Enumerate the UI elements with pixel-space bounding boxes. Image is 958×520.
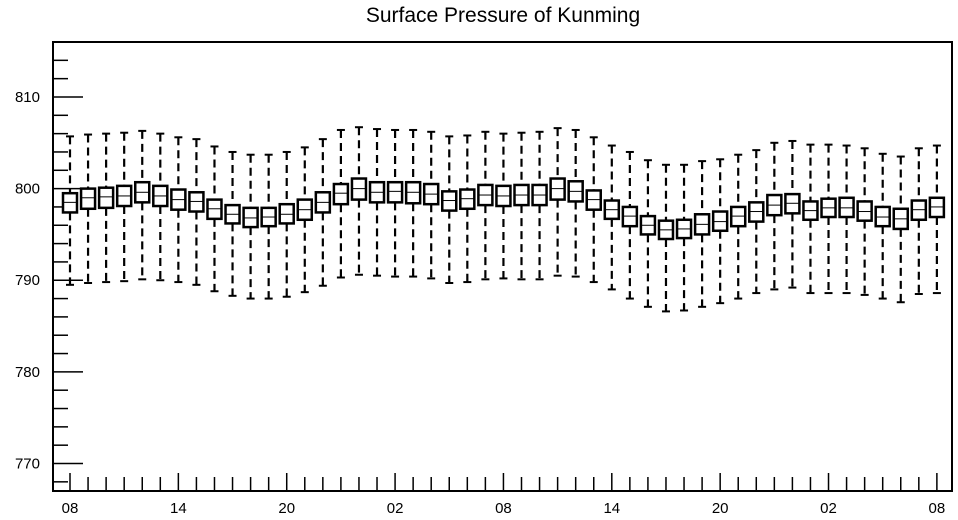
box-34 [675,163,693,312]
x-tick-label: 20 [712,500,729,517]
x-tick-label: 08 [62,500,79,517]
box-45 [874,152,891,300]
box-12 [278,150,295,298]
box-iqr [332,182,350,206]
x-tick-label: 02 [820,500,837,517]
box-6 [170,136,187,284]
box-0 [61,135,79,286]
x-axis: 08 14 20 02 08 14 20 02 08 [62,473,946,517]
box-30 [603,144,621,291]
chart-title: Surface Pressure of Kunming [366,4,640,27]
y-tick-label: 790 [15,272,40,289]
box-17 [368,128,386,277]
y-tick-label: 810 [15,89,40,106]
box-32 [639,159,657,308]
box-47 [910,147,928,295]
box-29 [585,136,602,284]
box-27 [549,127,566,277]
box-25 [513,131,530,281]
box-39 [766,141,783,291]
box-19 [404,128,422,278]
x-tick-label: 08 [929,500,946,517]
box-3 [115,131,133,283]
box-series [61,126,946,313]
box-41 [802,143,819,295]
box-4 [133,129,151,281]
box-26 [531,130,548,281]
box-14 [314,138,332,287]
y-tick-label: 780 [15,364,40,381]
box-23 [477,130,494,281]
box-36 [711,158,729,305]
box-15 [332,128,350,279]
box-33 [657,163,675,313]
box-18 [386,128,404,278]
box-31 [621,150,639,300]
box-iqr [97,186,115,210]
box-38 [748,149,765,295]
box-iqr [79,187,97,211]
box-20 [422,130,440,280]
y-tick-label: 770 [15,456,40,473]
x-tick-label: 08 [495,500,512,517]
box-46 [892,155,910,304]
box-42 [820,143,837,295]
box-35 [693,160,711,308]
plot-frame [52,41,953,492]
x-tick-label: 20 [278,500,295,517]
x-tick-label: 02 [387,500,404,517]
box-22 [459,134,476,284]
x-tick-label: 14 [603,500,620,517]
box-13 [296,146,314,294]
box-21 [441,135,458,284]
box-8 [206,145,223,293]
box-24 [495,132,512,280]
y-tick-label: 800 [15,181,40,198]
box-48 [928,144,946,295]
box-43 [838,144,855,295]
box-37 [729,153,747,300]
box-10 [242,153,259,300]
box-5 [152,132,169,282]
box-11 [260,153,277,300]
x-tick-label: 14 [170,500,187,517]
y-axis: 770 780 790 800 810 [15,41,83,483]
box-1 [79,133,97,284]
box-40 [784,139,801,289]
box-2 [97,132,115,284]
box-7 [188,138,205,286]
box-9 [224,150,241,297]
box-iqr [386,180,404,204]
box-16 [350,126,368,276]
box-44 [856,147,873,296]
box-28 [567,128,584,278]
